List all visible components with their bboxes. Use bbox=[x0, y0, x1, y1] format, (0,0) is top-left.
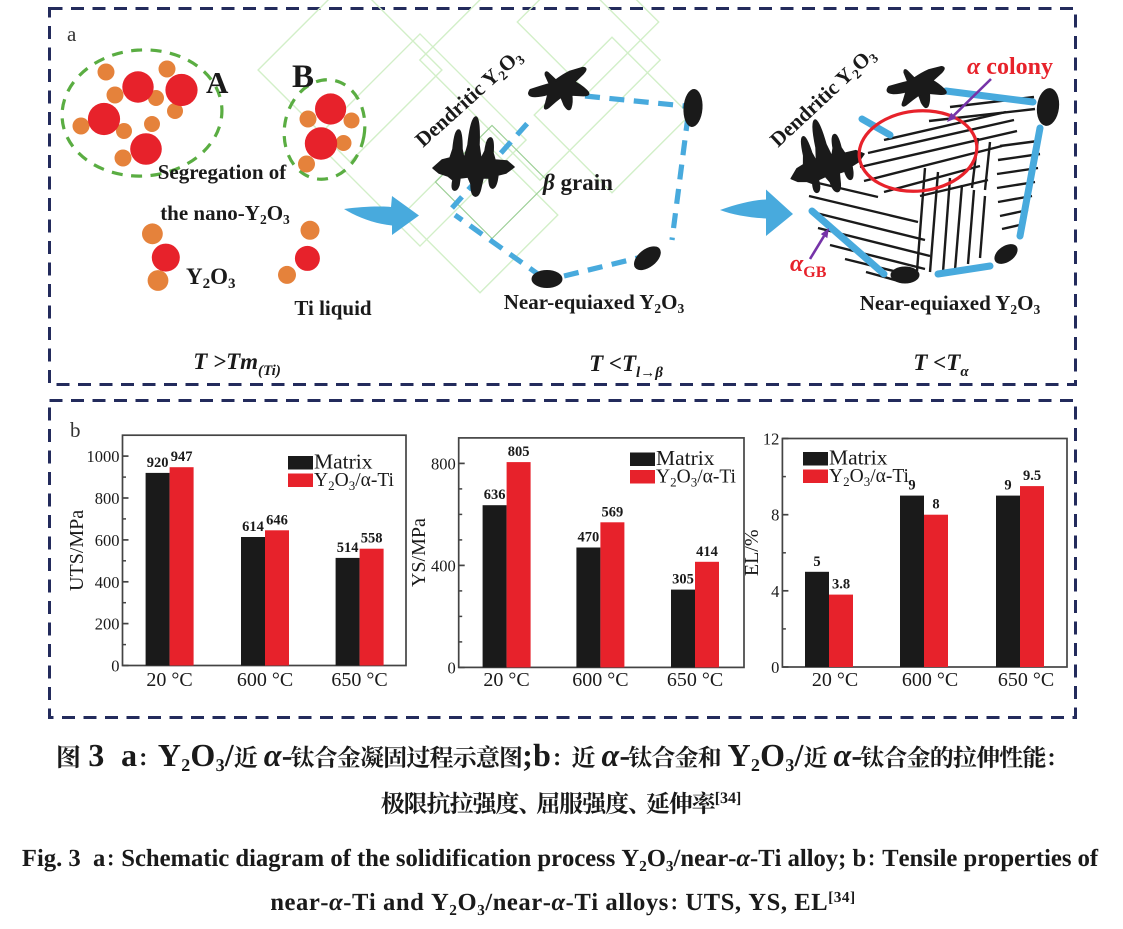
svg-text:614: 614 bbox=[242, 519, 264, 535]
svg-text:the nano-Y2O3: the nano-Y2O3 bbox=[160, 201, 290, 227]
svg-text:T >Tm(Ti): T >Tm(Ti) bbox=[193, 349, 281, 379]
svg-text:9: 9 bbox=[908, 478, 915, 494]
svg-text:470: 470 bbox=[578, 530, 600, 546]
svg-text:β grain: β grain bbox=[542, 170, 613, 195]
svg-text:Near-equiaxed Y2O3: Near-equiaxed Y2O3 bbox=[504, 290, 685, 316]
svg-text:αGB: αGB bbox=[790, 251, 827, 281]
svg-text:600: 600 bbox=[95, 531, 120, 550]
svg-text:α colony: α colony bbox=[967, 54, 1053, 80]
svg-text:650 °C: 650 °C bbox=[998, 669, 1054, 691]
svg-text:947: 947 bbox=[171, 449, 193, 465]
svg-text:Y2O3/α-Ti: Y2O3/α-Ti bbox=[656, 467, 737, 490]
svg-text:800: 800 bbox=[95, 489, 120, 508]
svg-text:b: b bbox=[70, 418, 81, 442]
svg-text:5: 5 bbox=[813, 554, 820, 570]
svg-text:800: 800 bbox=[431, 454, 456, 473]
svg-text:600 °C: 600 °C bbox=[572, 669, 628, 691]
svg-text:200: 200 bbox=[95, 615, 120, 634]
svg-text:305: 305 bbox=[672, 572, 694, 588]
svg-text:414: 414 bbox=[696, 544, 718, 560]
svg-text:0: 0 bbox=[771, 658, 779, 677]
svg-text:1000: 1000 bbox=[87, 447, 120, 466]
svg-text:8: 8 bbox=[932, 497, 939, 513]
svg-text:Y2O3/α-Ti: Y2O3/α-Ti bbox=[314, 470, 395, 493]
svg-text:400: 400 bbox=[431, 556, 456, 575]
svg-text:514: 514 bbox=[337, 540, 359, 556]
svg-text:20 °C: 20 °C bbox=[812, 669, 858, 691]
svg-text:12: 12 bbox=[763, 430, 780, 449]
svg-text:400: 400 bbox=[95, 573, 120, 592]
svg-text:Y2O3/α-Ti: Y2O3/α-Ti bbox=[829, 466, 910, 489]
svg-text:B: B bbox=[292, 59, 314, 95]
svg-text:650 °C: 650 °C bbox=[331, 669, 387, 691]
svg-text:20 °C: 20 °C bbox=[146, 669, 192, 691]
svg-text:650 °C: 650 °C bbox=[667, 669, 723, 691]
svg-text:8: 8 bbox=[771, 506, 779, 525]
svg-text:A: A bbox=[206, 65, 229, 100]
svg-text:T <Tα: T <Tα bbox=[913, 350, 969, 380]
svg-text:Matrix: Matrix bbox=[314, 450, 373, 474]
svg-text:T <Tl→β: T <Tl→β bbox=[589, 351, 663, 381]
svg-text:UTS/MPa: UTS/MPa bbox=[66, 510, 88, 591]
svg-text:920: 920 bbox=[147, 455, 169, 471]
svg-text:a: a bbox=[67, 22, 77, 46]
svg-text:646: 646 bbox=[266, 512, 288, 528]
svg-text:Ti liquid: Ti liquid bbox=[294, 296, 372, 320]
svg-text:600 °C: 600 °C bbox=[902, 669, 958, 691]
svg-text:Segregation of: Segregation of bbox=[158, 160, 288, 184]
svg-text:20 °C: 20 °C bbox=[483, 669, 529, 691]
svg-text:0: 0 bbox=[447, 658, 455, 677]
svg-text:600 °C: 600 °C bbox=[237, 669, 293, 691]
svg-text:558: 558 bbox=[361, 531, 383, 547]
svg-text:9: 9 bbox=[1004, 478, 1011, 494]
svg-text:805: 805 bbox=[508, 444, 530, 460]
svg-text:569: 569 bbox=[602, 504, 624, 520]
svg-text:9.5: 9.5 bbox=[1023, 468, 1041, 484]
svg-text:Near-equiaxed Y2O3: Near-equiaxed Y2O3 bbox=[860, 291, 1041, 317]
svg-text:Matrix: Matrix bbox=[829, 446, 888, 470]
svg-text:YS/MPa: YS/MPa bbox=[408, 518, 430, 587]
svg-text:0: 0 bbox=[111, 657, 119, 676]
svg-text:4: 4 bbox=[771, 582, 779, 601]
svg-text:3.8: 3.8 bbox=[832, 577, 850, 593]
svg-text:EL/%: EL/% bbox=[741, 529, 763, 576]
svg-text:Matrix: Matrix bbox=[656, 446, 715, 470]
svg-text:636: 636 bbox=[484, 487, 506, 503]
svg-text:Y2O3: Y2O3 bbox=[186, 264, 236, 292]
